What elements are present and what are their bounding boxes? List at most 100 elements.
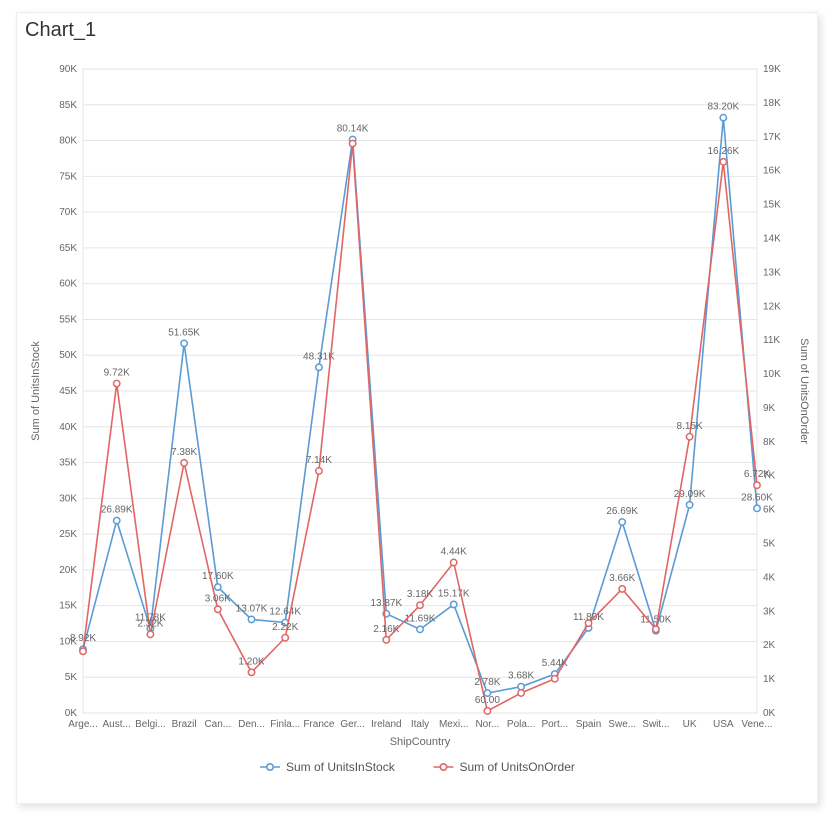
svg-text:15K: 15K — [59, 601, 77, 612]
legend-label: Sum of UnitsInStock — [286, 760, 396, 774]
data-point — [215, 606, 221, 612]
svg-text:75K: 75K — [59, 171, 77, 182]
svg-text:20K: 20K — [59, 565, 77, 576]
svg-text:13K: 13K — [763, 267, 781, 278]
data-point — [686, 502, 692, 508]
svg-text:15K: 15K — [763, 200, 781, 211]
data-label: 13.07K — [236, 603, 268, 614]
svg-text:Nor...: Nor... — [475, 719, 499, 730]
svg-text:9K: 9K — [763, 403, 776, 414]
svg-text:60K: 60K — [59, 279, 77, 290]
y-axis-left: 0K5K10K15K20K25K30K35K40K45K50K55K60K65K… — [59, 64, 77, 719]
svg-text:Ger...: Ger... — [340, 719, 364, 730]
svg-text:France: France — [303, 719, 335, 730]
svg-text:Can...: Can... — [204, 719, 231, 730]
data-point — [181, 340, 187, 346]
svg-text:10K: 10K — [763, 369, 781, 380]
svg-text:8K: 8K — [763, 437, 776, 448]
svg-text:Mexi...: Mexi... — [439, 719, 468, 730]
svg-text:Spain: Spain — [576, 719, 602, 730]
data-label: 3.66K — [609, 573, 635, 584]
data-point — [754, 482, 760, 488]
data-label: 16.26K — [707, 146, 739, 157]
svg-text:Finla...: Finla... — [270, 719, 300, 730]
svg-text:70K: 70K — [59, 207, 77, 218]
data-point — [720, 114, 726, 120]
svg-text:45K: 45K — [59, 386, 77, 397]
data-point — [619, 586, 625, 592]
svg-text:12K: 12K — [763, 301, 781, 312]
data-point — [248, 669, 254, 675]
data-point — [754, 505, 760, 511]
data-label: 83.20K — [707, 102, 739, 113]
data-label: 2.32K — [137, 618, 163, 629]
data-label: 3.06K — [205, 593, 231, 604]
data-point — [720, 159, 726, 165]
svg-text:11K: 11K — [763, 335, 780, 346]
data-label: 8.92K — [70, 633, 96, 644]
chart-title: Chart_1 — [25, 19, 96, 42]
legend: Sum of UnitsInStockSum of UnitsOnOrder — [260, 760, 575, 774]
data-point — [114, 380, 120, 386]
svg-text:17K: 17K — [763, 132, 781, 143]
data-label: 6.72K — [744, 469, 770, 480]
data-label: 7.14K — [306, 455, 332, 466]
data-point — [417, 626, 423, 632]
data-label: 60.00 — [475, 695, 500, 706]
data-point — [417, 602, 423, 608]
svg-text:0K: 0K — [763, 708, 776, 719]
svg-text:18K: 18K — [763, 98, 781, 109]
data-label: 2.78K — [474, 677, 500, 688]
svg-text:5K: 5K — [763, 539, 776, 550]
svg-text:25K: 25K — [59, 529, 77, 540]
data-label: 26.69K — [606, 506, 638, 517]
svg-text:UK: UK — [683, 719, 697, 730]
data-point — [451, 559, 457, 565]
svg-text:16K: 16K — [763, 166, 781, 177]
svg-text:4K: 4K — [763, 572, 776, 583]
data-label: 17.60K — [202, 571, 234, 582]
data-point — [147, 631, 153, 637]
svg-text:Belgi...: Belgi... — [135, 719, 166, 730]
data-point — [181, 460, 187, 466]
svg-text:USA: USA — [713, 719, 734, 730]
svg-text:Port...: Port... — [541, 719, 568, 730]
data-point — [653, 626, 659, 632]
data-label: 26.89K — [101, 505, 133, 516]
y-axis-right-title: Sum of UnitsOnOrder — [798, 338, 810, 444]
svg-text:19K: 19K — [763, 64, 781, 75]
data-point — [451, 601, 457, 607]
svg-text:Brazil: Brazil — [172, 719, 197, 730]
svg-text:Vene...: Vene... — [741, 719, 772, 730]
svg-text:55K: 55K — [59, 314, 77, 325]
data-label: 8.15K — [677, 421, 703, 432]
svg-text:Aust...: Aust... — [103, 719, 131, 730]
data-point — [484, 708, 490, 714]
stage: Chart_1 0K5K10K15K20K25K30K35K40K45K50K5… — [0, 0, 835, 819]
data-label: 80.14K — [337, 124, 369, 135]
data-point — [316, 468, 322, 474]
svg-text:Pola...: Pola... — [507, 719, 535, 730]
data-label: 15.17K — [438, 588, 470, 599]
data-label: 2.16K — [373, 624, 399, 635]
x-axis-title: ShipCountry — [390, 736, 451, 748]
data-label: 9.72K — [104, 368, 130, 379]
svg-text:2K: 2K — [763, 640, 776, 651]
svg-text:80K: 80K — [59, 136, 77, 147]
svg-text:Arge...: Arge... — [68, 719, 97, 730]
svg-text:65K: 65K — [59, 243, 77, 254]
data-label: 7.38K — [171, 447, 197, 458]
svg-text:5K: 5K — [65, 672, 78, 683]
svg-text:6K: 6K — [763, 505, 776, 516]
svg-text:3K: 3K — [763, 606, 776, 617]
chart-svg: 0K5K10K15K20K25K30K35K40K45K50K55K60K65K… — [17, 13, 817, 803]
data-point — [585, 620, 591, 626]
data-label: 13.87K — [370, 598, 402, 609]
data-point — [619, 519, 625, 525]
data-label: 2.22K — [272, 622, 298, 633]
data-label: 4.44K — [441, 547, 467, 558]
svg-text:30K: 30K — [59, 493, 77, 504]
data-point — [248, 616, 254, 622]
svg-text:85K: 85K — [59, 100, 77, 111]
data-point — [316, 364, 322, 370]
